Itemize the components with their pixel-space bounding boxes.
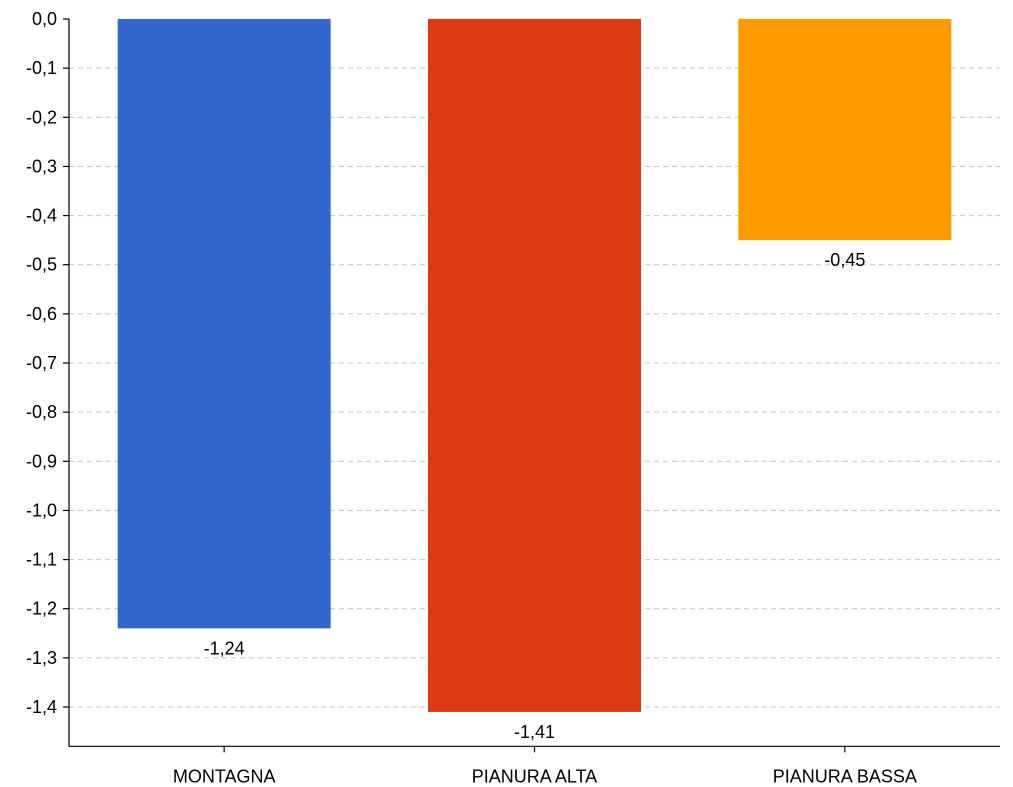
- y-tick-label: -1,2: [26, 599, 57, 619]
- y-tick-label: -0,4: [26, 206, 57, 226]
- data-label: -0,45: [824, 250, 865, 270]
- y-tick-label: -0,6: [26, 304, 57, 324]
- y-tick-label: -0,3: [26, 156, 57, 176]
- y-tick-label: -0,9: [26, 451, 57, 471]
- bar-montagna: [117, 19, 331, 629]
- labels: 0,0 -0,1 -0,2 -0,3 -0,4 -0,5 -0,6 -0,7 -0,8 -0,9 -…: [26, 9, 917, 786]
- y-tick-label: -0,5: [26, 255, 57, 275]
- data-label: -1,41: [514, 722, 555, 742]
- y-tick-label: -1,1: [26, 550, 57, 570]
- y-tick-label: -1,3: [26, 648, 57, 668]
- axes: [63, 18, 1000, 753]
- x-category-label: MONTAGNA: [173, 766, 276, 786]
- bars: [117, 19, 952, 712]
- y-tick-label: -0,8: [26, 402, 57, 422]
- x-category-label: PIANURA ALTA: [472, 766, 597, 786]
- bar-pianura-alta: [428, 19, 641, 712]
- bar-pianura-bassa: [738, 19, 952, 241]
- y-tick-label: -0,7: [26, 353, 57, 373]
- y-tick-label: -1,4: [26, 697, 57, 717]
- y-tick-label: -0,2: [26, 107, 57, 127]
- x-category-label: PIANURA BASSA: [773, 766, 917, 786]
- data-label: -1,24: [204, 638, 245, 658]
- y-tick-label: -1,0: [26, 500, 57, 520]
- y-tick-label: 0,0: [32, 9, 57, 29]
- y-tick-label: -0,1: [26, 58, 57, 78]
